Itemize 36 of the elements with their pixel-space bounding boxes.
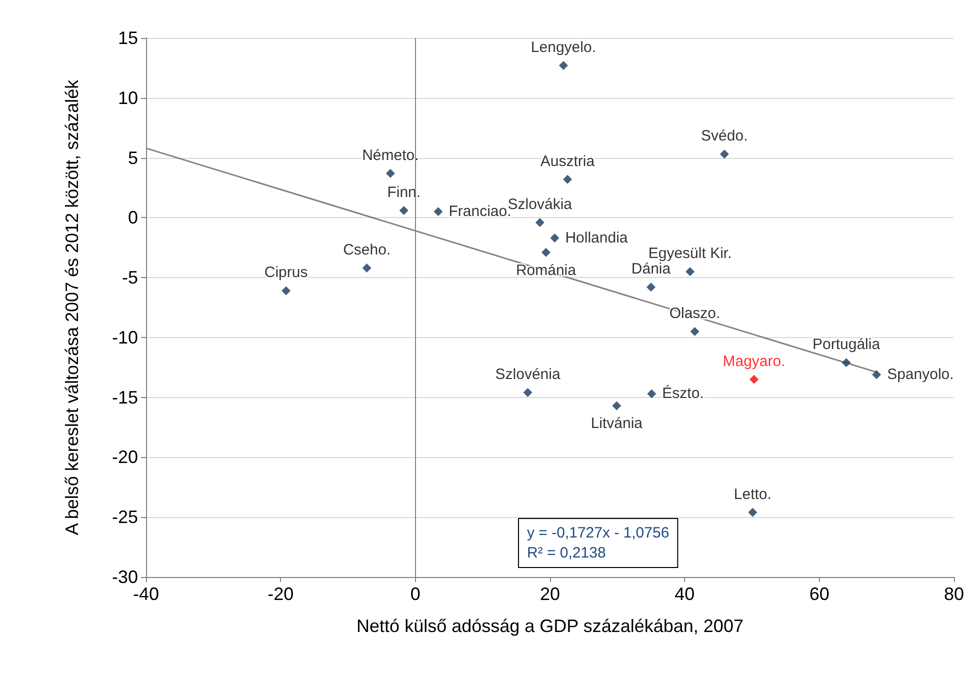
x-tick-label: 80 xyxy=(944,584,964,604)
data-label: Észto. xyxy=(662,384,704,402)
data-label: Cseho. xyxy=(343,241,391,258)
x-tick-label: -20 xyxy=(268,584,294,604)
x-tick-label: 20 xyxy=(540,584,560,604)
y-tick-label: -30 xyxy=(112,567,138,587)
y-tick-label: 10 xyxy=(118,88,138,108)
y-tick-label: -20 xyxy=(112,447,138,468)
data-label: Ausztria xyxy=(540,152,596,170)
data-label: Szlovénia xyxy=(495,366,561,384)
x-tick-label: 60 xyxy=(809,584,830,604)
data-label: Magyaro. xyxy=(722,352,786,370)
x-tick-label: -40 xyxy=(132,584,160,604)
y-tick-label: -5 xyxy=(122,268,138,288)
data-label: Lengyelo. xyxy=(530,39,596,56)
data-label: Spanyolo. xyxy=(887,366,954,384)
x-axis-title: Nettó külső adósság a GDP százalékában, 2007 xyxy=(356,616,744,636)
y-tick-label: 0 xyxy=(128,208,138,228)
data-label: Ciprus xyxy=(264,264,308,282)
x-tick-label: 0 xyxy=(410,584,420,604)
x-tick-label: 40 xyxy=(674,584,695,604)
data-label: Dánia xyxy=(631,260,672,278)
y-tick-label: 5 xyxy=(128,148,138,168)
data-label: Svédo. xyxy=(701,128,748,145)
annotation: y = -0,1727x - 1,0756 R² = 0,2138 xyxy=(527,524,670,562)
data-label: Portugália xyxy=(812,336,881,354)
data-label: Litvánia xyxy=(590,415,644,432)
data-label: Egyesült Kir. xyxy=(648,245,732,262)
data-label: Szlovákia xyxy=(508,196,573,213)
y-tick-label: -15 xyxy=(112,387,138,408)
y-axis-title: A belső kereslet változása 2007 és 2012 között, százalék xyxy=(62,78,82,536)
y-tick-label: 15 xyxy=(118,28,138,48)
data-label: Hollandia xyxy=(565,230,628,247)
y-tick-label: -10 xyxy=(112,327,138,348)
data-label: Letto. xyxy=(734,486,772,503)
y-tick-label: -25 xyxy=(112,507,138,528)
